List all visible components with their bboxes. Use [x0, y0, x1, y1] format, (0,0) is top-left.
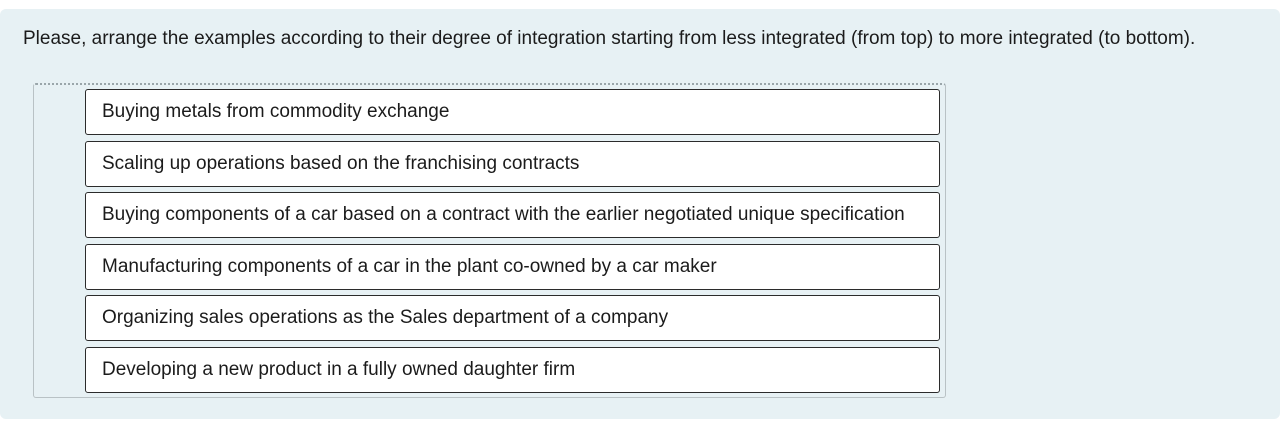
sortable-item[interactable]: Developing a new product in a fully owne… [85, 346, 940, 393]
question-prompt: Please, arrange the examples according t… [23, 28, 1196, 49]
sortable-drop-area: Buying metals from commodity exchange Sc… [33, 83, 946, 398]
sortable-item[interactable]: Buying metals from commodity exchange [85, 89, 940, 135]
sortable-item[interactable]: Organizing sales operations as the Sales… [85, 295, 940, 341]
sortable-item[interactable]: Scaling up operations based on the franc… [85, 140, 940, 187]
question-panel: Please, arrange the examples according t… [0, 9, 1280, 419]
sortable-item[interactable]: Manufacturing components of a car in the… [85, 243, 940, 290]
sortable-list: Buying metals from commodity exchange Sc… [85, 89, 940, 398]
sortable-item[interactable]: Buying components of a car based on a co… [85, 192, 940, 238]
